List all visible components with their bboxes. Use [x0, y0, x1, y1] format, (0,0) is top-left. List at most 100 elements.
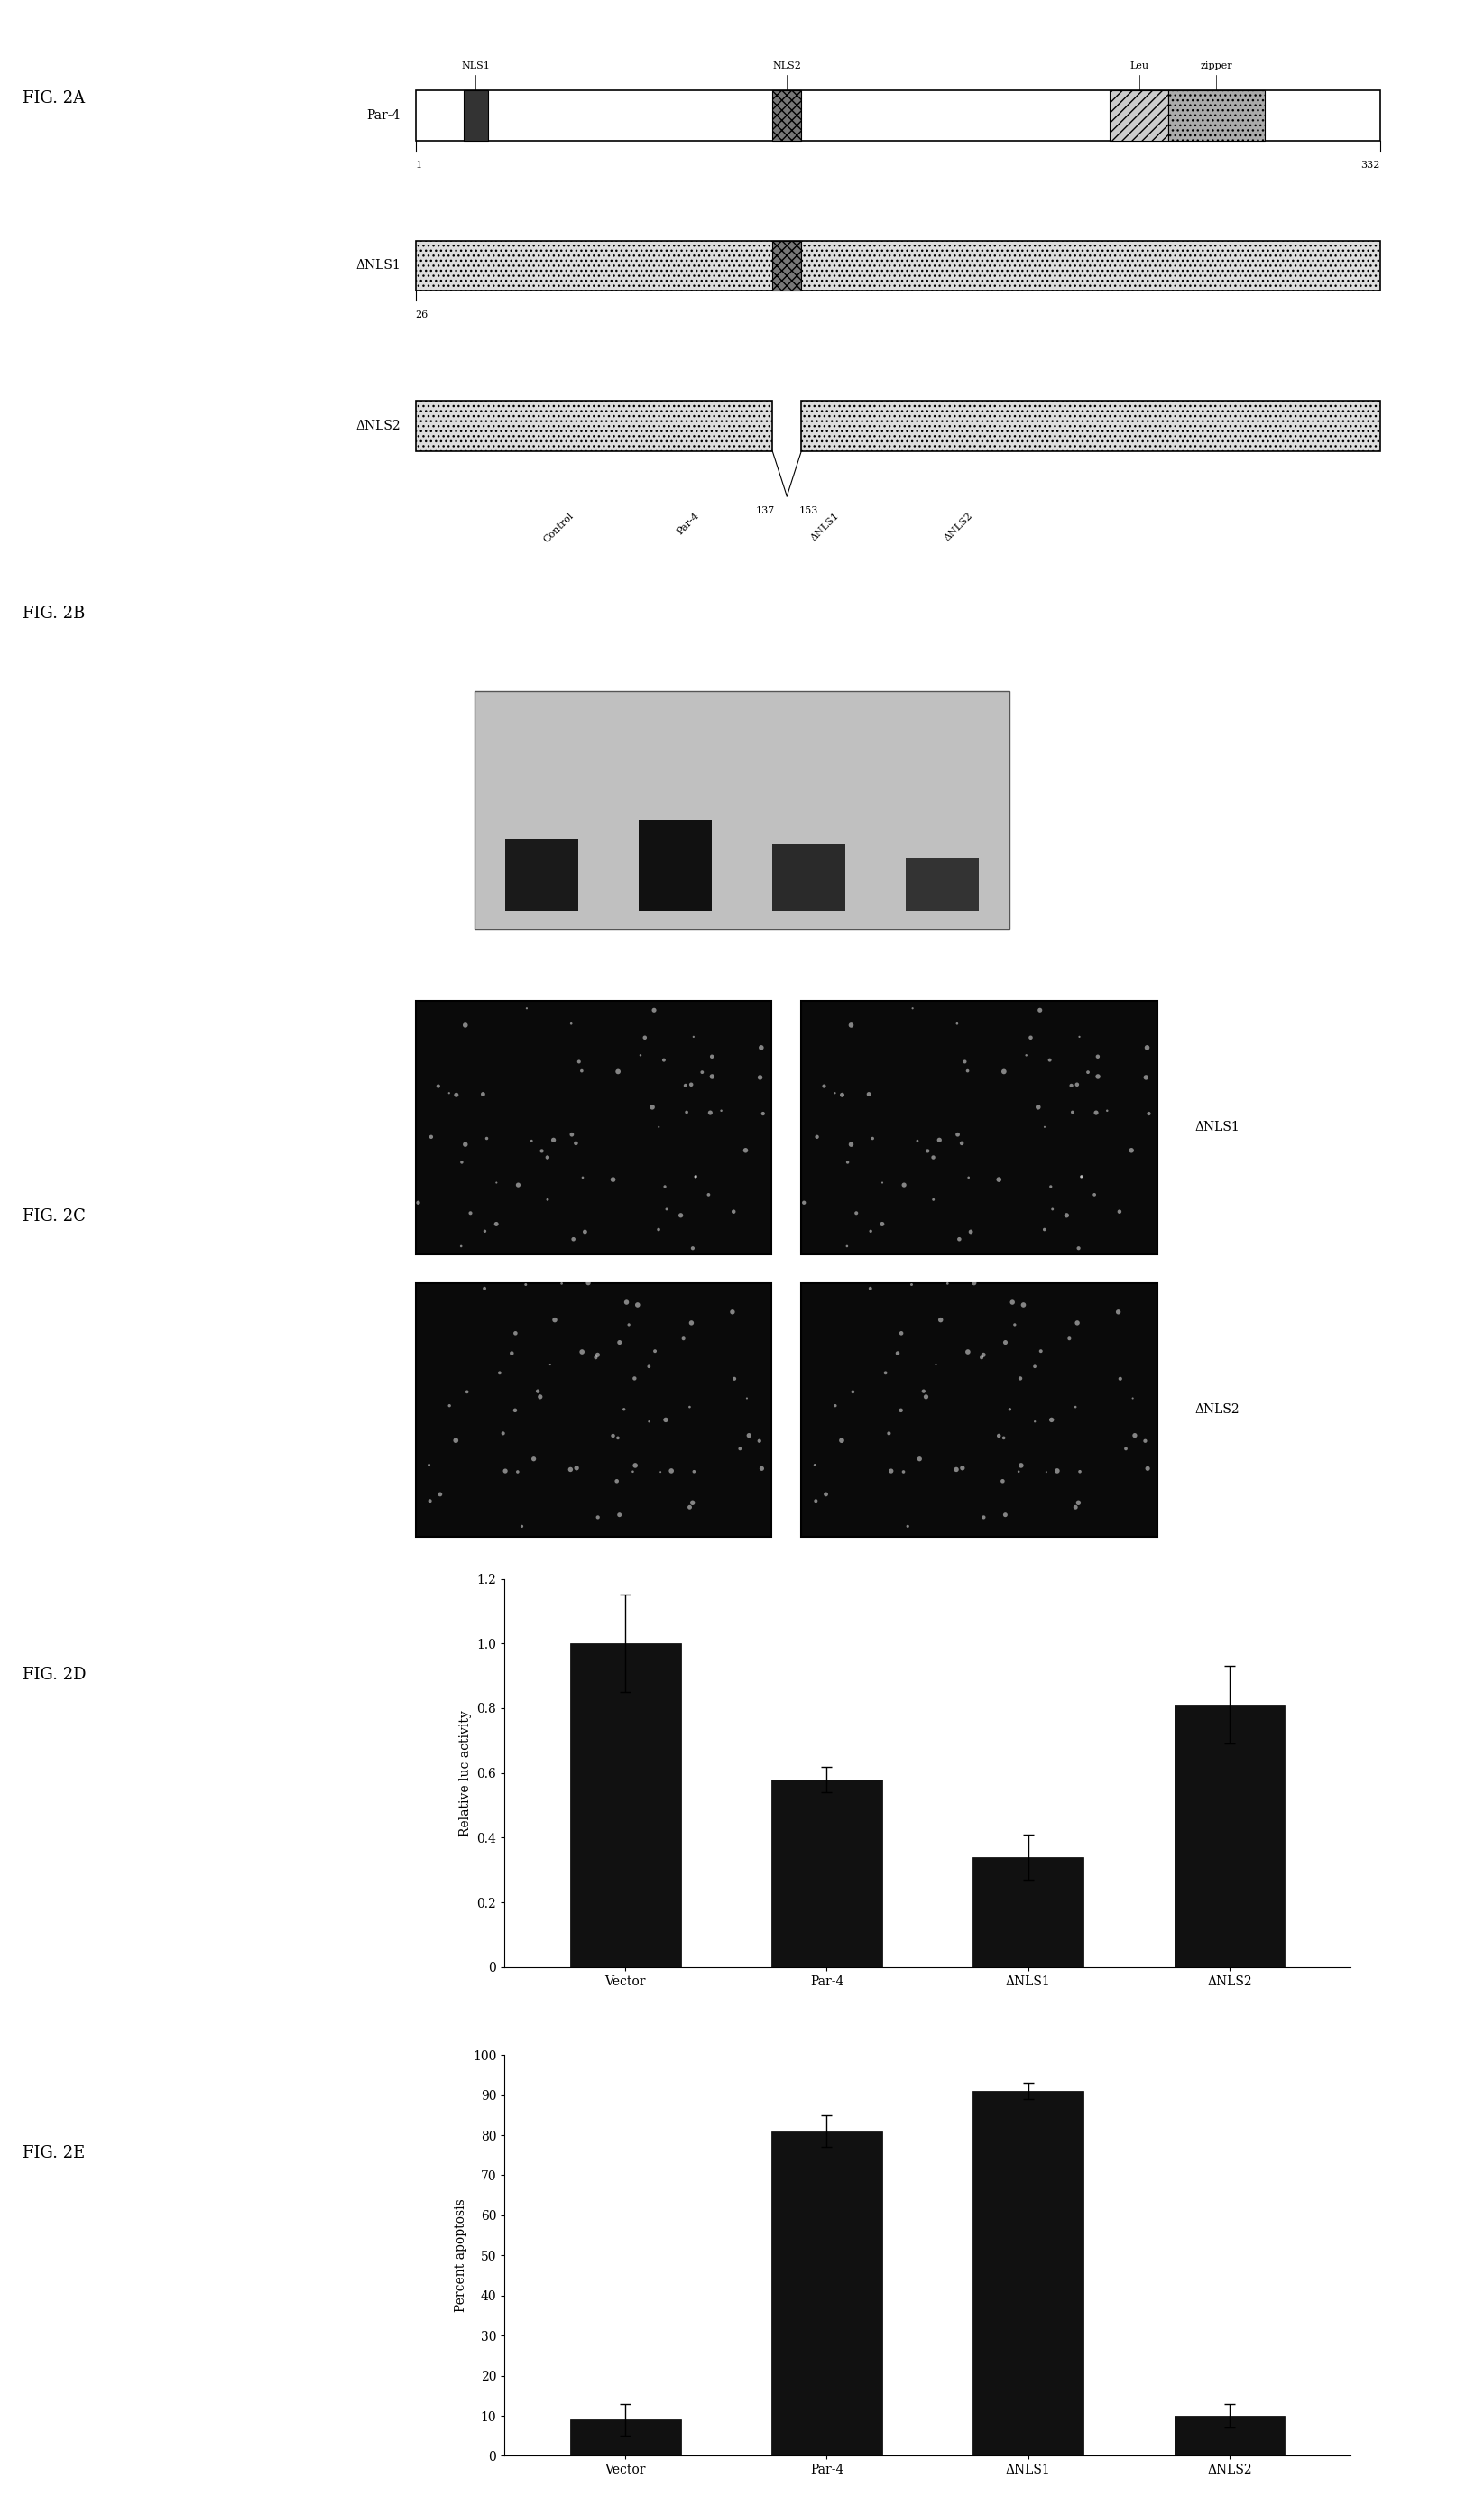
- Point: [951, 1448, 975, 1489]
- Point: [803, 1446, 827, 1486]
- Point: [1070, 1155, 1094, 1195]
- Point: [506, 1451, 530, 1491]
- Point: [444, 1075, 467, 1115]
- Point: [567, 1042, 591, 1083]
- Point: [969, 1338, 993, 1378]
- Point: [991, 1461, 1015, 1501]
- Point: [503, 1313, 527, 1353]
- Point: [629, 1035, 653, 1075]
- Point: [804, 1481, 828, 1521]
- Point: [678, 1486, 702, 1526]
- Point: [472, 1268, 496, 1308]
- Point: [611, 1388, 635, 1428]
- Point: [558, 1448, 582, 1489]
- Point: [1135, 1027, 1159, 1068]
- Point: [1109, 1358, 1132, 1398]
- Text: NLS1: NLS1: [462, 60, 490, 70]
- Point: [1040, 1401, 1064, 1441]
- Point: [972, 1496, 996, 1536]
- Point: [634, 1017, 657, 1058]
- Point: [830, 1075, 853, 1115]
- Point: [1135, 1448, 1159, 1489]
- Point: [641, 1088, 665, 1128]
- Point: [519, 1120, 543, 1160]
- Point: [824, 1073, 847, 1113]
- Point: [690, 1053, 714, 1093]
- Point: [877, 1413, 901, 1453]
- Point: [733, 1130, 757, 1170]
- Point: [1061, 1093, 1085, 1133]
- Point: [925, 1346, 948, 1386]
- Point: [418, 1481, 442, 1521]
- Bar: [801, 401, 1380, 451]
- Bar: [416, 241, 1380, 291]
- Point: [637, 1401, 660, 1441]
- Text: Leu: Leu: [1129, 60, 1149, 70]
- Text: Par-4: Par-4: [367, 108, 401, 123]
- Point: [879, 1451, 902, 1491]
- Point: [561, 1218, 585, 1258]
- Point: [856, 1075, 880, 1115]
- Point: [450, 1143, 473, 1183]
- Point: [874, 1353, 898, 1393]
- Point: [614, 1283, 638, 1323]
- Y-axis label: Relative luc activity: Relative luc activity: [459, 1709, 472, 1837]
- Point: [438, 1073, 462, 1113]
- Point: [1064, 1486, 1088, 1526]
- Bar: [1110, 90, 1168, 140]
- Point: [1037, 1040, 1061, 1080]
- Point: [571, 1158, 595, 1198]
- Point: [972, 1336, 996, 1376]
- Bar: [772, 241, 801, 291]
- Point: [748, 1421, 772, 1461]
- Point: [475, 1118, 499, 1158]
- Point: [576, 1263, 600, 1303]
- Bar: [974, 2090, 1083, 2456]
- Point: [911, 1371, 935, 1411]
- Text: ΔNLS1: ΔNLS1: [356, 258, 401, 273]
- Point: [1082, 1175, 1106, 1215]
- Point: [653, 1165, 677, 1205]
- Point: [1058, 1318, 1082, 1358]
- Point: [506, 1165, 530, 1205]
- Point: [812, 1065, 835, 1105]
- Text: ΔNLS2: ΔNLS2: [942, 511, 974, 541]
- Point: [935, 1263, 959, 1303]
- Point: [824, 1386, 847, 1426]
- Point: [484, 1203, 508, 1243]
- Point: [840, 1005, 864, 1045]
- Point: [530, 1130, 554, 1170]
- Point: [748, 1058, 772, 1098]
- Point: [908, 1438, 932, 1479]
- Point: [643, 1331, 666, 1371]
- Point: [1067, 1228, 1091, 1268]
- Point: [1000, 1283, 1024, 1323]
- Text: FIG. 2C: FIG. 2C: [22, 1208, 85, 1223]
- Point: [861, 1118, 884, 1158]
- Point: [709, 1090, 733, 1130]
- Point: [1045, 1451, 1068, 1491]
- Point: [956, 1050, 979, 1090]
- Point: [830, 1421, 853, 1461]
- Point: [438, 1386, 462, 1426]
- Point: [1134, 1421, 1158, 1461]
- Point: [892, 1165, 916, 1205]
- Point: [459, 1193, 482, 1233]
- Bar: [1168, 90, 1264, 140]
- Point: [601, 1416, 625, 1456]
- Point: [1107, 1293, 1131, 1333]
- Point: [1022, 1401, 1046, 1441]
- Point: [1028, 1331, 1052, 1371]
- Point: [1068, 1451, 1092, 1491]
- Point: [950, 1123, 974, 1163]
- Text: NLS2: NLS2: [773, 60, 801, 70]
- Point: [456, 1371, 479, 1411]
- Point: [583, 1338, 607, 1378]
- Text: 332: 332: [1361, 160, 1380, 170]
- Bar: [772, 1779, 881, 1967]
- Point: [962, 1263, 985, 1303]
- Point: [549, 1263, 573, 1303]
- Point: [870, 1203, 893, 1243]
- Point: [565, 1448, 589, 1489]
- Point: [889, 1313, 913, 1353]
